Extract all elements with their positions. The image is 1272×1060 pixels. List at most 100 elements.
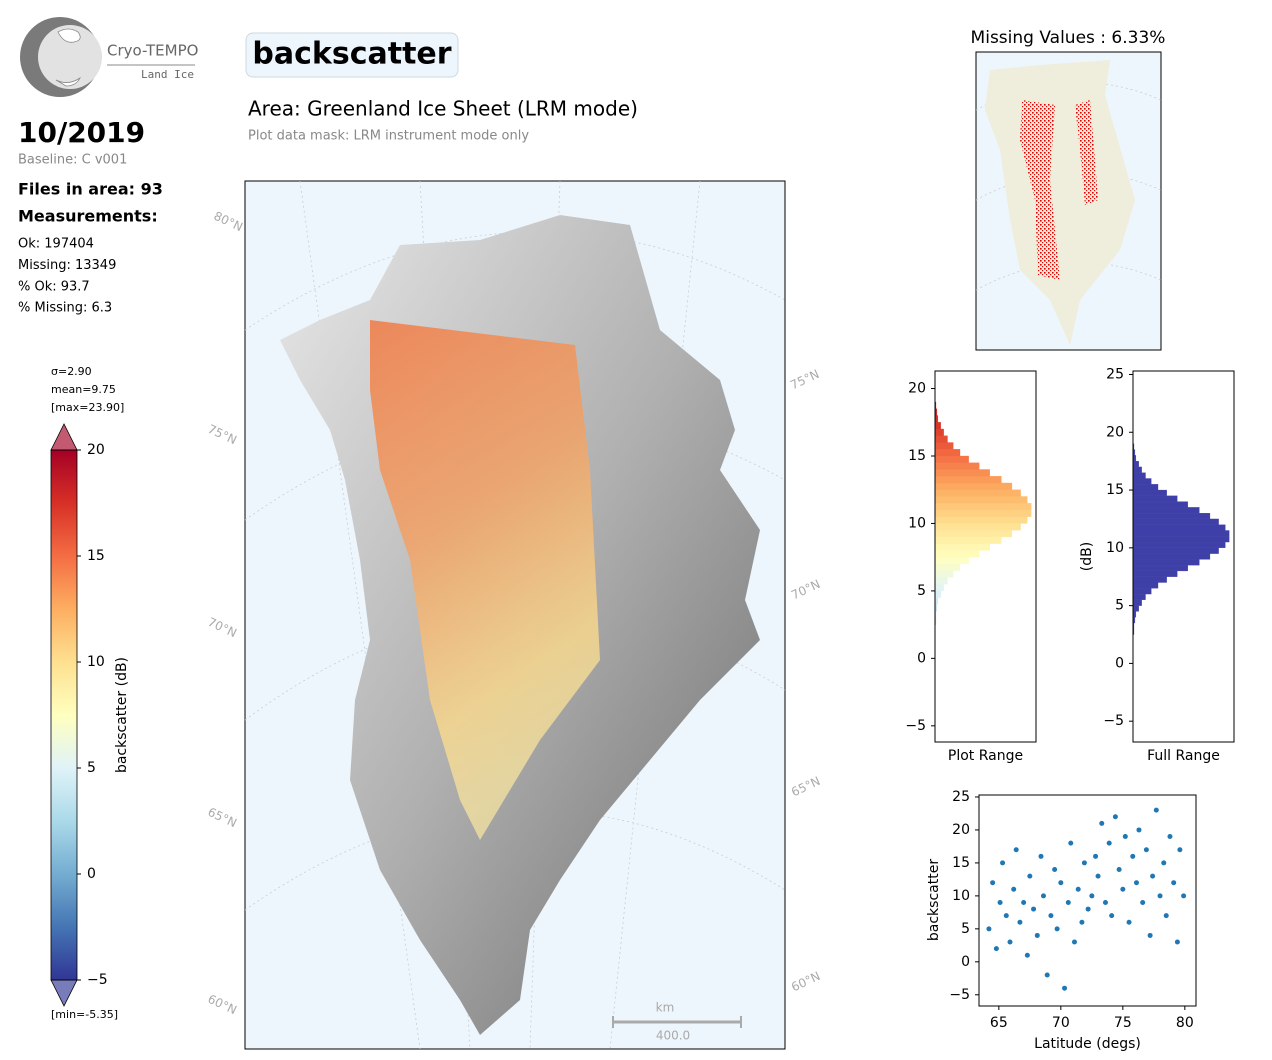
- scatter-point: [1038, 853, 1044, 859]
- scatter-point: [1027, 873, 1033, 879]
- scatter-point: [1163, 913, 1169, 919]
- y-tick-label: 0: [1115, 655, 1124, 671]
- histogram-bar: [1132, 541, 1226, 548]
- scatter-point: [1031, 906, 1037, 912]
- scatter-point: [1122, 834, 1128, 840]
- scatter-point: [1157, 893, 1163, 899]
- scatter-point: [1013, 847, 1019, 853]
- y-tick-label: −5: [905, 718, 926, 734]
- y-tick-label: 5: [917, 583, 926, 599]
- scatter-point: [1102, 899, 1108, 905]
- scatter-point: [1171, 880, 1177, 886]
- files-count: Files in area: 93: [18, 180, 163, 199]
- lat-label: 75°N: [788, 367, 821, 392]
- colorbar-frame: [50, 449, 78, 981]
- logo-subtitle: Land Ice: [141, 68, 194, 81]
- scatter-point: [1106, 840, 1112, 846]
- histogram-bar: [934, 570, 954, 578]
- histogram-bar: [934, 462, 980, 470]
- y-tick-label: 0: [961, 954, 970, 970]
- scatter-point: [997, 899, 1003, 905]
- scatter-point: [1089, 893, 1095, 899]
- colorbar-tick-label: 20: [87, 442, 105, 458]
- scatter-point: [1153, 807, 1159, 813]
- measurement: Missing: 13349: [18, 258, 116, 273]
- scatter-point: [1040, 893, 1046, 899]
- y-tick-label: 10: [952, 888, 970, 904]
- histogram-bar: [1132, 472, 1146, 479]
- measurement: % Ok: 93.7: [18, 279, 90, 294]
- colorbar-tick-label: −5: [87, 972, 108, 988]
- histogram-bar: [1132, 547, 1219, 554]
- y-tick-label: 20: [1106, 424, 1124, 440]
- lat-label: 65°N: [206, 805, 239, 830]
- y-tick-label: 20: [908, 381, 926, 397]
- y-tick-label: 5: [961, 921, 970, 937]
- histogram-bar: [1132, 501, 1188, 508]
- scatter-point: [1065, 899, 1071, 905]
- scatter-point: [1054, 926, 1060, 932]
- scatter-point: [1062, 985, 1068, 991]
- scatter-point: [1000, 860, 1006, 866]
- y-tick-label: −5: [1103, 713, 1124, 729]
- histogram-bar: [934, 489, 1021, 497]
- histogram-bar: [934, 516, 1028, 524]
- histogram-bar: [934, 455, 969, 463]
- scatter-point: [1024, 952, 1030, 958]
- histogram-bar: [934, 476, 1002, 484]
- date: 10/2019: [18, 116, 145, 149]
- colorbar-tick-label: 15: [87, 548, 105, 564]
- colorbar-stat: σ=2.90: [51, 365, 92, 378]
- scatter-point: [993, 946, 999, 952]
- histogram-bar: [934, 584, 944, 592]
- histogram-bar: [934, 509, 1032, 517]
- scatter-point: [1085, 906, 1091, 912]
- axes-background: [979, 795, 1196, 1006]
- histogram-bar: [1132, 484, 1159, 491]
- scatter-point: [1011, 886, 1017, 892]
- colorbar-extend: [50, 979, 78, 1007]
- scatter-point: [1120, 886, 1126, 892]
- histogram-bar: [1132, 507, 1200, 514]
- scatter-plot: 65 70 75 80 25 20 15 10 5 0 −5 Latitude (degs) backs…: [926, 789, 1197, 1052]
- y-tick-label: 25: [1106, 366, 1124, 382]
- scatter-point: [1109, 913, 1115, 919]
- axes-frame: [1132, 370, 1235, 743]
- scatter-point: [1167, 834, 1173, 840]
- histogram-bar: [1132, 593, 1146, 600]
- scatter-point: [1081, 860, 1087, 866]
- scatter-point: [1161, 860, 1167, 866]
- histogram-bar: [934, 536, 1002, 544]
- variable-title: backscatter: [252, 37, 451, 72]
- scatter-point: [1181, 893, 1187, 899]
- logo: Cryo-TEMPO Land Ice: [20, 17, 198, 97]
- y-tick-label: 0: [917, 650, 926, 666]
- y-tick-label: −5: [949, 987, 970, 1003]
- x-tick-label: 75: [1114, 1015, 1132, 1031]
- histogram-bar: [934, 496, 1028, 504]
- scatter-point: [986, 926, 992, 932]
- baseline: Baseline: C v001: [18, 153, 127, 168]
- measurements-title: Measurements:: [18, 207, 158, 226]
- colorbar-label: backscatter (dB): [114, 657, 130, 773]
- scatter-point: [1136, 827, 1142, 833]
- y-tick-label: 15: [1106, 482, 1124, 498]
- area-title: Area: Greenland Ice Sheet (LRM mode): [248, 97, 638, 121]
- scatter-point: [1133, 880, 1139, 886]
- y-axis-label: (dB): [1079, 542, 1095, 571]
- histogram-bar: [1132, 565, 1188, 572]
- lat-label: 75°N: [206, 422, 239, 447]
- missing-map: Missing Values : 6.33%: [971, 28, 1165, 351]
- scatter-point: [1147, 932, 1153, 938]
- scatter-point: [990, 880, 996, 886]
- lat-label: 60°N: [206, 992, 239, 1017]
- scatter-point: [1177, 847, 1183, 853]
- histogram-bar: [934, 577, 948, 585]
- histogram-bar: [934, 563, 961, 571]
- scatter-point: [1068, 840, 1074, 846]
- histogram-bar: [1132, 582, 1159, 589]
- histogram-bar: [934, 503, 1032, 511]
- histogram-bar: [1132, 605, 1139, 612]
- histogram-bar: [934, 530, 1013, 538]
